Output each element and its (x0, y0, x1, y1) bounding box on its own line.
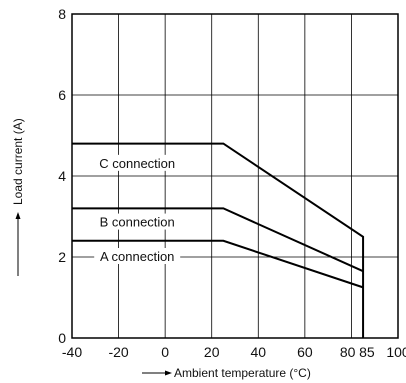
y-tick-label: 0 (58, 330, 66, 346)
x-axis-title-group: Ambient temperature (°C) (142, 366, 311, 380)
x-tick-label: 20 (204, 344, 220, 360)
series-line-a (72, 239, 364, 289)
x-tick-label: -20 (108, 344, 128, 360)
y-tick-label: 8 (58, 6, 66, 22)
series-label-a: A connection (100, 249, 174, 264)
y-axis-title: Load current (A) (11, 118, 25, 205)
y-axis-title-group: Load current (A) (11, 118, 25, 276)
y-tick-label: 6 (58, 87, 66, 103)
y-tick-label: 4 (58, 168, 66, 184)
x-tick-label: 80 (340, 344, 356, 360)
x-axis-arrowhead (165, 370, 172, 376)
series-line-b (72, 207, 364, 273)
series-labels: C connection B connection A connection (94, 154, 181, 264)
x-tick-label: 100 (386, 344, 406, 360)
y-axis-arrowhead (15, 212, 21, 219)
series-label-c: C connection (99, 156, 175, 171)
x-axis-title: Ambient temperature (°C) (174, 366, 311, 380)
x-tick-label: 60 (297, 344, 313, 360)
series-label-b: B connection (100, 215, 175, 230)
plot-frame (71, 13, 399, 339)
series-label-bg-a (94, 248, 181, 264)
y-tick-label: 2 (58, 249, 66, 265)
x-tick-label: 0 (161, 344, 169, 360)
x-axis-ticks: -40 -20 0 20 40 60 80 85 100 (62, 344, 406, 360)
x-tick-label: 40 (250, 344, 266, 360)
y-axis-ticks: 0 2 4 6 8 (58, 6, 66, 346)
series-lines (72, 142, 365, 338)
series-label-bg-b (94, 213, 181, 230)
x-tick-label: -40 (62, 344, 82, 360)
series-label-bg-c (94, 154, 181, 171)
x-tick-label: 85 (359, 344, 375, 360)
grid (72, 14, 398, 338)
